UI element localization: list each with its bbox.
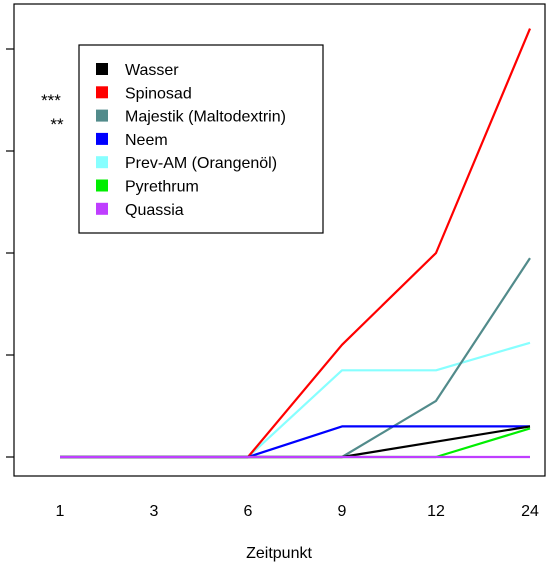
x-axis-title: Zeitpunkt [246, 545, 312, 562]
x-tick-label-3: 3 [150, 503, 159, 520]
plot-frame [13, 3, 546, 477]
legend-swatch-0 [96, 63, 108, 75]
x-tick-label-6: 6 [244, 503, 253, 520]
legend-swatch-6 [96, 202, 108, 215]
legend-swatch-1 [96, 86, 108, 99]
x-tick-labels: 1 3 6 9 12 24 [56, 503, 539, 520]
series-line-neem [60, 425, 530, 459]
legend-label-3: Neem [125, 132, 168, 149]
legend-swatch-4 [96, 156, 108, 169]
legend-box [78, 44, 324, 234]
x-tick-label-9: 9 [338, 503, 347, 520]
significance-annotation-2: ** [50, 115, 64, 134]
legend-swatch-5 [96, 179, 108, 192]
legend: Wasser Spinosad Majestik (Maltodextrin) Nee… [78, 44, 324, 234]
legend-label-1: Spinosad [125, 85, 192, 102]
legend-label-5: Pyrethrum [125, 179, 199, 196]
legend-label-6: Quassia [125, 202, 184, 219]
x-tick-label-1: 1 [56, 503, 65, 520]
x-tick-label-24: 24 [521, 503, 539, 520]
legend-swatch-2 [96, 109, 108, 122]
legend-label-0: Wasser [125, 62, 179, 79]
x-tick-label-12: 12 [427, 503, 445, 520]
legend-label-4: Prev-AM (Orangenöl) [125, 155, 277, 172]
y-axis-ticks [6, 48, 14, 458]
significance-annotation-1: *** [41, 91, 61, 110]
legend-label-2: Majestik (Maltodextrin) [125, 109, 286, 126]
legend-swatch-3 [96, 132, 108, 145]
series-lines [60, 28, 532, 459]
